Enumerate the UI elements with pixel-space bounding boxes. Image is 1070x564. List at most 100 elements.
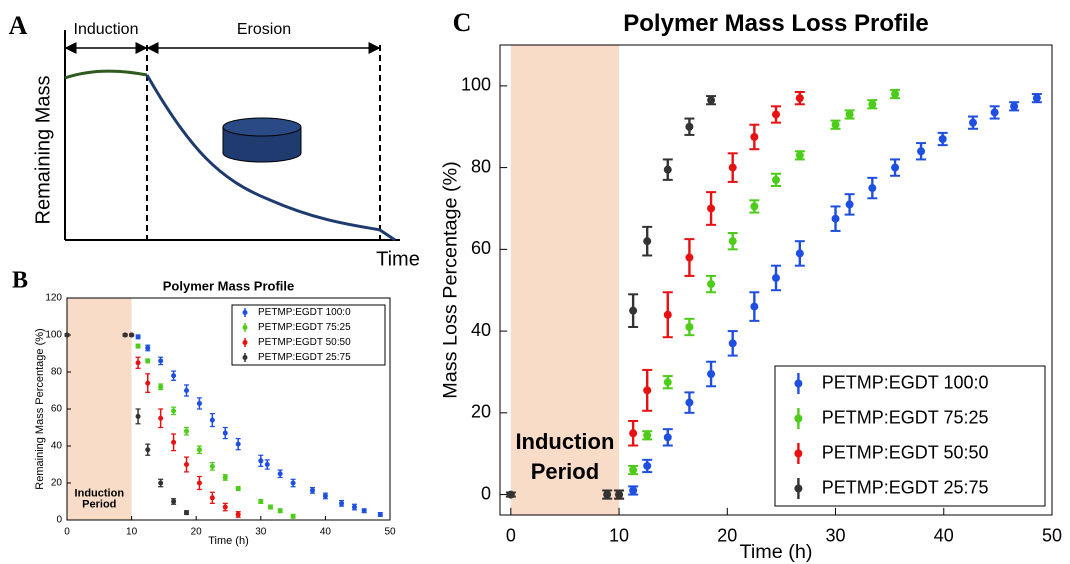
y-tick-label: 0	[56, 515, 62, 526]
data-point	[222, 430, 228, 436]
data-point	[145, 345, 151, 351]
y-tick-label: 20	[471, 402, 491, 422]
legend-swatch	[794, 414, 803, 423]
data-point	[845, 200, 854, 209]
data-point	[184, 388, 190, 393]
data-point	[663, 165, 672, 174]
data-point	[258, 458, 264, 464]
data-point	[277, 471, 283, 477]
data-point	[235, 511, 241, 517]
data-point	[222, 504, 228, 510]
y-tick-label: 60	[51, 404, 63, 415]
plot-frame	[499, 44, 1053, 516]
data-point	[772, 110, 780, 119]
legend-box	[231, 304, 386, 366]
data-point	[868, 184, 877, 193]
data-point	[772, 175, 780, 184]
data-point	[209, 463, 215, 469]
x-tick-label: 40	[320, 527, 332, 538]
data-point	[750, 202, 759, 211]
annotation: Induction	[75, 488, 125, 500]
legend-label: PETMP:EGDT 75:25	[822, 407, 989, 427]
data-point	[122, 332, 128, 338]
data-point	[643, 237, 652, 246]
data-point	[158, 358, 164, 364]
y-tick-label: 80	[51, 367, 63, 378]
data-point	[968, 118, 977, 127]
data-point	[196, 480, 202, 486]
data-point	[171, 408, 177, 414]
y-tick-label: 120	[45, 293, 62, 304]
data-point	[685, 253, 694, 262]
data-point	[290, 480, 296, 486]
data-point	[309, 487, 315, 493]
data-point	[222, 474, 228, 480]
data-point	[158, 384, 164, 390]
data-point	[351, 504, 357, 510]
data-point	[663, 433, 672, 442]
data-point	[750, 302, 759, 311]
y-axis-label: Remaining Mass	[32, 76, 54, 225]
legend-swatch	[242, 355, 248, 360]
data-point	[267, 504, 273, 510]
panel-letter: A	[9, 11, 28, 40]
data-point	[158, 480, 164, 486]
data-point	[629, 306, 638, 315]
data-point	[158, 415, 164, 421]
legend-swatch	[242, 340, 248, 345]
x-axis-label: Time (h)	[740, 541, 813, 563]
data-point	[1010, 102, 1019, 111]
y-axis-label: Mass Loss Percentage (%)	[440, 161, 462, 398]
shaded-region	[510, 45, 620, 515]
y-tick-label: 40	[471, 320, 491, 340]
data-point	[1032, 94, 1041, 103]
annotation: Induction	[515, 429, 614, 454]
legend-label: PETMP:EGDT 25:75	[822, 477, 989, 497]
x-tick-label: 20	[717, 525, 737, 545]
data-point	[685, 398, 694, 407]
data-point	[707, 96, 716, 105]
data-point	[171, 439, 177, 445]
x-tick-label: 30	[255, 527, 267, 538]
data-point	[184, 462, 190, 467]
data-point	[377, 511, 383, 517]
y-tick-label: 20	[51, 478, 63, 489]
data-point	[831, 214, 840, 223]
annotation: Period	[82, 499, 116, 511]
data-point	[135, 360, 141, 366]
legend-label: PETMP:EGDT 25:75	[258, 352, 351, 363]
data-point	[361, 508, 367, 514]
data-point	[290, 513, 296, 519]
data-point	[629, 466, 638, 475]
data-point	[663, 310, 672, 319]
x-tick-label: 30	[826, 525, 846, 545]
erosion-curve	[145, 74, 396, 242]
phase-label: Induction	[74, 21, 139, 38]
legend-swatch	[242, 325, 248, 330]
data-point	[707, 280, 716, 289]
data-point	[685, 122, 694, 131]
data-point	[643, 386, 652, 395]
legend-swatch	[794, 484, 803, 493]
data-point	[603, 490, 612, 499]
data-point	[990, 108, 999, 117]
data-point	[258, 499, 264, 504]
data-point	[145, 380, 151, 386]
data-point	[707, 204, 716, 213]
data-point	[795, 249, 804, 258]
data-point	[891, 90, 900, 99]
data-point	[643, 461, 652, 470]
data-point	[145, 447, 151, 453]
data-point	[235, 441, 241, 447]
data-point	[129, 332, 135, 338]
legend-label: PETMP:EGDT 50:50	[822, 442, 989, 462]
data-point	[795, 94, 804, 103]
data-point	[64, 332, 70, 338]
x-tick-label: 10	[609, 525, 629, 545]
data-point	[917, 147, 926, 156]
y-tick-label: 100	[461, 75, 491, 95]
annotation: Period	[531, 459, 599, 484]
shaded-region	[67, 298, 132, 520]
data-point	[184, 428, 190, 434]
